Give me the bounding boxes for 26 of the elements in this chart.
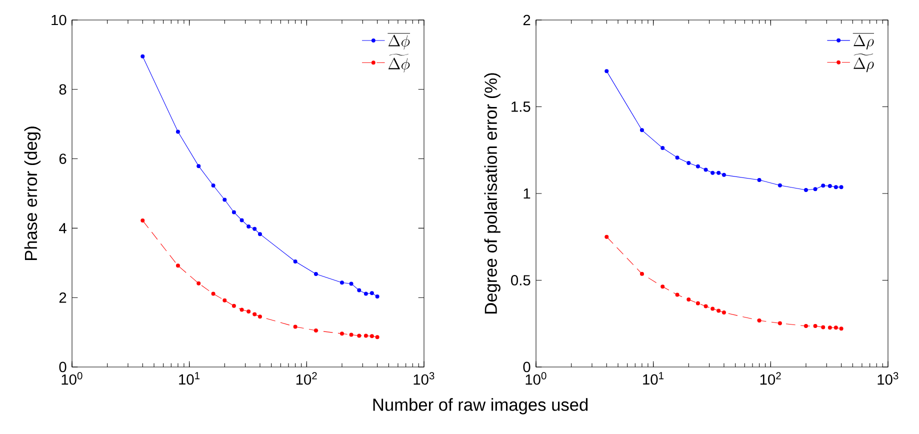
y-tick-label: 6 [59,154,66,164]
y-tick-label: 10 [52,14,66,26]
x-tick-label: 10$^{3}$ [414,372,434,385]
x-tick-label: 10$^{0}$ [526,372,546,385]
legend-label: $\overline{\Delta\phi}$ [388,33,410,50]
legend-label: $\widetilde{\Delta\phi}$ [388,54,410,72]
x-axis-title: Number of raw images used [373,398,588,414]
legend-label: $\overline{\Delta\rho}$ [852,33,874,50]
y-axis-title: Phase error (deg) [24,126,40,260]
x-tick-label: 10$^{2}$ [760,372,781,385]
x-tick-label: 10$^{2}$ [296,372,317,385]
legend-label: $\widetilde{\Delta\rho}$ [854,54,874,72]
x-tick-label: 10$^{1}$ [179,372,200,385]
x-tick-label: 10$^{0}$ [62,372,82,385]
y-tick-label: 1.5 [512,102,530,112]
y-tick-label: 0.5 [511,275,530,286]
x-tick-label: 10$^{3}$ [878,372,898,385]
y-tick-label: 2 [59,292,66,303]
y-tick-label: 2 [523,14,530,26]
y-tick-label: 0 [523,362,530,372]
y-tick-label: 8 [59,84,66,95]
y-tick-label: 1 [524,188,530,199]
y-tick-label: 4 [59,223,66,234]
y-tick-label: 0 [59,362,66,372]
y-axis-title: Degree of polarisation error (%) [484,73,500,314]
x-tick-label: 10$^{1}$ [643,372,664,385]
